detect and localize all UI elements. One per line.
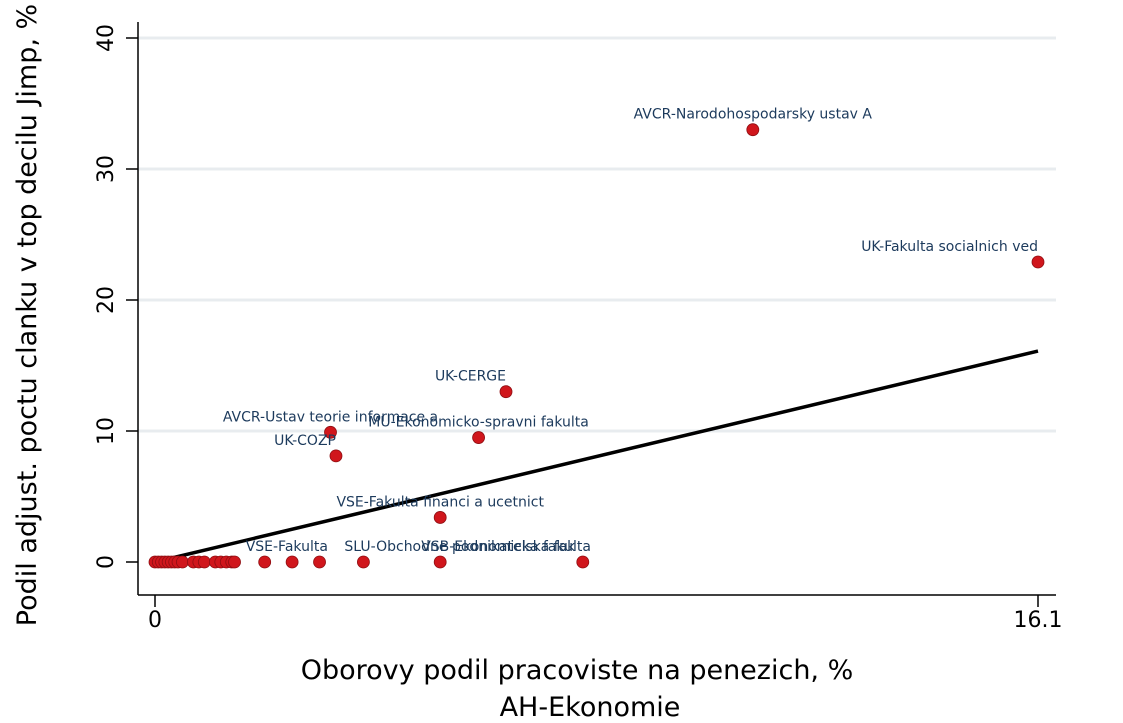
data-point bbox=[1031, 255, 1045, 269]
data-point bbox=[357, 555, 370, 569]
point-label: AVCR-Narodohospodarsky ustav A bbox=[634, 107, 873, 123]
data-point bbox=[433, 511, 447, 524]
data-points bbox=[148, 123, 1045, 569]
data-point bbox=[433, 555, 447, 569]
gridlines bbox=[138, 36, 1056, 433]
fit-line bbox=[154, 349, 1039, 564]
data-point bbox=[746, 123, 760, 137]
plot-background bbox=[138, 22, 1056, 595]
data-point bbox=[324, 425, 337, 439]
point-label: SLU-Obchodne podnikatelska fak bbox=[344, 539, 576, 555]
y-ticks: 0 10 20 30 40 bbox=[94, 24, 138, 569]
data-point bbox=[197, 555, 211, 569]
point-label: UK-Fakulta socialnich ved bbox=[861, 239, 1038, 255]
y-tick-label: 40 bbox=[94, 24, 119, 52]
data-point bbox=[176, 555, 189, 569]
data-point bbox=[313, 555, 326, 569]
x-axis-subtitle: AH-Ekonomie bbox=[500, 692, 681, 723]
point-label: UK-COZP bbox=[274, 433, 336, 449]
y-tick-label: 30 bbox=[94, 155, 119, 183]
point-label: AVCR-Ustav teorie informace a bbox=[223, 409, 438, 425]
data-point bbox=[285, 555, 299, 569]
data-point bbox=[499, 385, 513, 399]
x-axis-title: Oborovy podil pracoviste na penezich, % bbox=[301, 655, 854, 686]
point-labels: AVCR-Narodohospodarsky ustav A UK-Fakulta… bbox=[223, 107, 1038, 555]
y-tick-label: 20 bbox=[94, 286, 119, 314]
y-axis-title: Podil adjust. poctu clanku v top decilu … bbox=[12, 4, 43, 626]
point-label: VSE-Fakulta financi a ucetnict bbox=[336, 494, 544, 510]
point-label: UK-CERGE bbox=[435, 369, 506, 385]
x-tick-label: 0 bbox=[148, 608, 162, 633]
data-point bbox=[228, 555, 241, 569]
point-label: VSE-Fakulta bbox=[246, 539, 328, 555]
x-ticks: 0 16.1 bbox=[148, 595, 1062, 633]
x-tick-label: 16.1 bbox=[1014, 608, 1063, 633]
data-point bbox=[258, 555, 272, 569]
point-label: MU-Ekonomicko-spravni fakulta bbox=[368, 415, 589, 431]
data-point bbox=[472, 431, 485, 444]
data-point bbox=[576, 555, 590, 569]
y-tick-label: 0 bbox=[94, 555, 119, 569]
point-label: VSB-Ekonomicka fakulta bbox=[421, 539, 591, 555]
y-tick-label: 10 bbox=[94, 417, 119, 445]
data-point bbox=[329, 449, 343, 463]
